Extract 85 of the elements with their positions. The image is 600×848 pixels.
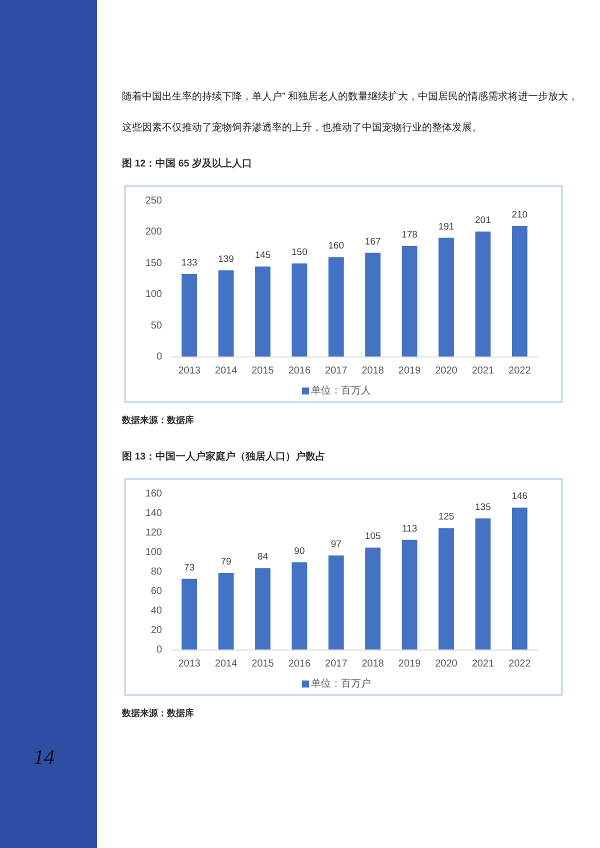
x-tick-label: 2018 xyxy=(362,658,384,670)
bar xyxy=(365,548,381,650)
data-label: 139 xyxy=(218,254,234,265)
text: 14 xyxy=(34,745,55,769)
data-label: 133 xyxy=(181,258,198,269)
x-tick-label: 2020 xyxy=(435,658,458,670)
data-label: 191 xyxy=(438,221,454,232)
data-label: 79 xyxy=(220,556,232,568)
x-tick-label: 2021 xyxy=(472,658,495,670)
data-label: 125 xyxy=(438,512,454,523)
data-label: 210 xyxy=(512,209,528,220)
y-tick-label: 50 xyxy=(150,320,162,332)
y-tick-label: 140 xyxy=(145,508,162,519)
y-tick-label: 100 xyxy=(145,289,162,300)
legend: 单位：百万户 xyxy=(302,678,371,690)
y-tick-label: 80 xyxy=(150,566,162,578)
bar xyxy=(328,555,344,650)
x-tick-label: 2017 xyxy=(325,658,348,670)
legend-label: 单位：百万人 xyxy=(311,384,371,396)
source-note: 数据来源：数据库 xyxy=(121,415,194,425)
legend-label: 单位：百万户 xyxy=(311,678,371,690)
bar xyxy=(292,562,308,650)
data-label: 73 xyxy=(184,562,195,574)
legend: 单位：百万人 xyxy=(302,386,371,396)
bar xyxy=(218,572,234,650)
data-label: 113 xyxy=(402,523,418,534)
x-tick-label: 2015 xyxy=(252,366,274,376)
y-tick-label: 60 xyxy=(150,586,162,597)
text: 随着中国出生率的持续下降，单人户” 和独居老人的数量继续扩大，中国居民的情感需求将进一步放大，这些因素不仅推动了宠物饲养渗透率的上升，也推动了中国宠物行业的整体发展。 xyxy=(122,92,578,134)
data-label: 150 xyxy=(292,246,308,258)
bar xyxy=(365,252,381,357)
y-tick-label: 0 xyxy=(156,352,162,362)
bar xyxy=(402,246,418,357)
source-note: 数据来源：数据库 xyxy=(121,708,194,718)
y-tick-label: 120 xyxy=(145,528,162,538)
x-tick-label: 2016 xyxy=(288,366,312,376)
x-tick-label: 2021 xyxy=(472,366,495,376)
x-tick-label: 2018 xyxy=(362,366,384,376)
x-tick-label: 2016 xyxy=(288,658,312,670)
y-tick-label: 20 xyxy=(150,625,162,636)
data-label: 90 xyxy=(294,546,305,557)
x-tick-label: 2019 xyxy=(398,366,422,376)
x-tick-label: 2022 xyxy=(508,366,532,376)
data-label: 201 xyxy=(475,215,491,226)
x-tick-label: 2022 xyxy=(508,658,532,670)
bar xyxy=(218,270,234,357)
y-tick-label: 0 xyxy=(156,644,162,656)
bar xyxy=(182,274,198,357)
data-label: 160 xyxy=(328,240,344,252)
x-tick-label: 2019 xyxy=(398,658,422,670)
bar xyxy=(475,518,491,650)
bar xyxy=(328,257,344,357)
chart-title: 图 13：中国一人户家庭户（独居人口）户数占 xyxy=(122,450,326,462)
x-tick-label: 2014 xyxy=(214,366,238,376)
data-label: 135 xyxy=(475,502,491,513)
x-tick-label: 2014 xyxy=(214,658,238,670)
bar xyxy=(475,232,491,357)
bar xyxy=(292,263,308,357)
y-tick-label: 250 xyxy=(145,196,162,206)
x-tick-label: 2020 xyxy=(435,366,458,376)
y-tick-label: 200 xyxy=(145,226,162,238)
y-tick-label: 160 xyxy=(145,488,162,500)
bar xyxy=(255,266,270,357)
bar xyxy=(512,226,528,357)
bar xyxy=(512,508,528,650)
data-label: 146 xyxy=(512,491,528,502)
data-label: 178 xyxy=(402,229,418,240)
x-tick-label: 2017 xyxy=(325,366,348,376)
data-label: 105 xyxy=(364,531,381,542)
bar xyxy=(182,578,198,650)
y-tick-label: 40 xyxy=(150,606,162,616)
bar xyxy=(402,540,418,650)
y-tick-label: 150 xyxy=(145,258,162,269)
data-label: 167 xyxy=(364,236,381,248)
bar xyxy=(438,528,454,650)
x-tick-label: 2015 xyxy=(252,658,274,670)
data-label: 97 xyxy=(330,538,342,550)
chart-title: 图 12：中国 65 岁及以上人口 xyxy=(122,158,252,170)
data-label: 145 xyxy=(254,250,271,262)
y-tick-label: 100 xyxy=(145,547,162,558)
data-label: 84 xyxy=(257,552,268,563)
x-tick-label: 2013 xyxy=(178,366,201,376)
bar xyxy=(255,568,270,650)
bar xyxy=(438,238,454,357)
x-tick-label: 2013 xyxy=(178,658,201,670)
